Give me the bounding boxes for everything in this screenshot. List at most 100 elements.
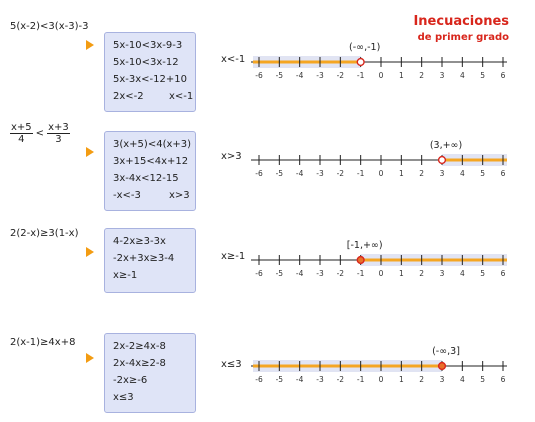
step: 3x+15<4x+12 [113, 153, 195, 170]
steps-box-2: 3(x+5)<4(x+3) 3x+15<4x+12 3x-4x<12-15 -x… [104, 131, 196, 211]
number-line-1: -6 -5 -4 -3 -2 -1 0 1 2 3 4 5 6 (-∞,-1) [251, 42, 507, 80]
tick-label: 4 [460, 169, 465, 178]
step: -2x≥-6 [113, 372, 195, 389]
step: 4-2x≥3-3x [113, 233, 195, 250]
tick-label: -1 [357, 375, 365, 384]
tick-label: 2 [419, 375, 424, 384]
step-text: 2x<-2 [113, 91, 144, 102]
tick-label: -1 [357, 269, 365, 278]
header-title-block: Inecuaciones de primer grado [413, 14, 509, 43]
numerator: x+3 [47, 122, 70, 134]
arrow-icon [86, 247, 94, 257]
tick-label: 1 [399, 269, 404, 278]
tick-label: -3 [316, 169, 324, 178]
tick-label: -5 [276, 269, 284, 278]
tick-label: -4 [296, 269, 304, 278]
tick-label: -2 [337, 269, 345, 278]
denominator: 4 [18, 134, 25, 145]
arrow-icon [86, 147, 94, 157]
tick-label: 1 [399, 169, 404, 178]
tick-label: 0 [379, 269, 384, 278]
step: -2x+3x≥3-4 [113, 250, 195, 267]
step-text: 5x-10<3x-12 [113, 57, 179, 68]
number-line-4: -6 -5 -4 -3 -2 -1 0 1 2 3 4 5 6 (-∞,3] [251, 346, 507, 384]
tick-label: -3 [316, 269, 324, 278]
step-text: -x<-3 [113, 190, 141, 201]
tick-label: 0 [379, 375, 384, 384]
step-result: x<-1 [169, 91, 194, 102]
tick-label: 3 [440, 71, 445, 80]
step-text: 2x-2≥4x-8 [113, 341, 166, 352]
open-endpoint [356, 57, 365, 67]
tick-label: 5 [480, 169, 485, 178]
solution-ray [253, 364, 442, 368]
step: 3x-4x<12-15 [113, 170, 195, 187]
step-text: 5x-10<3x-9-3 [113, 40, 183, 51]
fraction-right: x+3 3 [47, 122, 70, 145]
page-subtitle: de primer grado [417, 32, 509, 43]
step: x≤3 [113, 389, 195, 406]
closed-endpoint [356, 255, 365, 265]
tick-label: 5 [480, 71, 485, 80]
tick-label: -2 [337, 375, 345, 384]
solution-ray [360, 258, 507, 262]
tick-label: 1 [399, 71, 404, 80]
tick-label: 0 [379, 71, 384, 80]
tick-label: -5 [276, 71, 284, 80]
tick-label: 6 [501, 71, 506, 80]
tick-label: -3 [316, 375, 324, 384]
step: 2x-2≥4x-8 [113, 338, 195, 355]
tick-label: 4 [460, 71, 465, 80]
step-text: 5x-3x<-12+10 [113, 74, 187, 85]
tick-label: 6 [501, 169, 506, 178]
tick-label: -6 [255, 71, 263, 80]
step-text: -2x≥-6 [113, 375, 148, 386]
step: -x<-3 x>3 [113, 187, 195, 204]
tick-label: -3 [316, 71, 324, 80]
tick-label: -1 [357, 169, 365, 178]
number-line-2: -6 -5 -4 -3 -2 -1 0 1 2 3 4 5 6 (3,+∞) [251, 140, 507, 178]
tick-label: -4 [296, 169, 304, 178]
open-endpoint [437, 155, 447, 165]
step-text: 2x-4x≥2-8 [113, 358, 166, 369]
tick-label: 2 [419, 71, 424, 80]
solution-label-4: x≤3 [221, 359, 242, 370]
fraction-left: x+5 4 [10, 122, 33, 145]
solution-ray [442, 158, 507, 162]
solution-label-2: x>3 [221, 151, 242, 162]
step: 5x-10<3x-9-3 [113, 37, 195, 54]
step: 2x-4x≥2-8 [113, 355, 195, 372]
tick-label: 4 [460, 269, 465, 278]
tick-label: 5 [480, 375, 485, 384]
numerator: x+5 [10, 122, 33, 134]
solution-label-3: x≥-1 [221, 251, 246, 262]
tick-label: 2 [419, 269, 424, 278]
tick-label: 0 [379, 169, 384, 178]
solution-ray [253, 60, 361, 64]
steps-box-1: 5x-10<3x-9-3 5x-10<3x-12 5x-3x<-12+10 2x… [104, 32, 196, 112]
step: 3(x+5)<4(x+3) [113, 136, 195, 153]
tick-label: -2 [337, 71, 345, 80]
closed-endpoint [437, 361, 447, 371]
tick-label: 3 [440, 269, 445, 278]
tick-label: -4 [296, 375, 304, 384]
step: 5x-3x<-12+10 [113, 71, 195, 88]
tick-label: -5 [276, 375, 284, 384]
tick-label: 6 [501, 269, 506, 278]
tick-label: -1 [357, 71, 365, 80]
tick-label: -5 [276, 169, 284, 178]
step-result: x>3 [169, 190, 190, 201]
tick-label: 2 [419, 169, 424, 178]
tick-label: -6 [255, 269, 263, 278]
step: x≥-1 [113, 267, 195, 284]
step: 2x<-2 x<-1 [113, 88, 195, 105]
tick-label: -4 [296, 71, 304, 80]
interval-label: [-1,+∞) [347, 240, 383, 251]
step-text: -2x+3x≥3-4 [113, 253, 175, 264]
tick-label: 4 [460, 375, 465, 384]
steps-box-4: 2x-2≥4x-8 2x-4x≥2-8 -2x≥-6 x≤3 [104, 333, 196, 413]
arrow-icon [86, 353, 94, 363]
tick-label: -2 [337, 169, 345, 178]
denominator: 3 [55, 134, 62, 145]
tick-label: 6 [501, 375, 506, 384]
